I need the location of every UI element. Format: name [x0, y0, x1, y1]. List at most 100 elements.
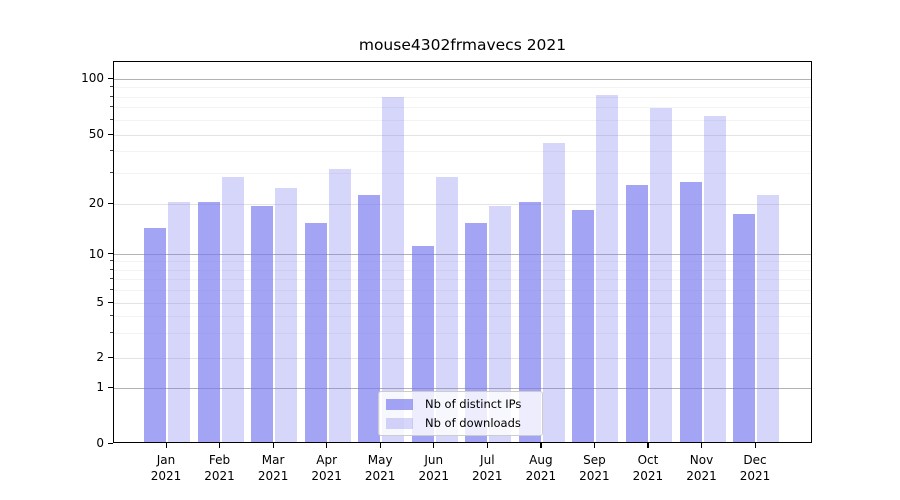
legend-label-downloads: Nb of downloads	[425, 416, 521, 430]
y-tick-mark-minor	[110, 171, 113, 173]
x-tick-label: May 2021	[364, 453, 396, 483]
y-tick-mark-minor	[110, 332, 113, 334]
bar-nb-of-downloads	[703, 115, 726, 442]
gridline-major	[114, 203, 811, 205]
gridline-minor	[114, 278, 811, 280]
x-tick-label: Jul 2021	[472, 453, 503, 483]
gridline-decade	[114, 387, 811, 389]
y-tick-label: 20	[88, 196, 104, 210]
bar-nb-of-distinct-ips	[679, 182, 702, 442]
y-tick-label: 1	[96, 380, 104, 394]
bar-nb-of-downloads	[435, 176, 458, 442]
gridline-minor	[114, 289, 811, 291]
bar-nb-of-downloads	[275, 188, 298, 442]
x-tick-label: Oct 2021	[632, 453, 664, 483]
chart-title: mouse4302frmavecs 2021	[358, 36, 567, 54]
y-tick-mark-minor	[110, 288, 113, 290]
bar-nb-of-downloads	[489, 205, 512, 442]
bar-nb-of-downloads	[328, 169, 351, 442]
gridline-minor	[114, 96, 811, 98]
bar-nb-of-downloads	[596, 95, 619, 442]
x-tick-mark	[486, 443, 488, 448]
y-tick-mark	[108, 202, 113, 204]
legend-row-downloads: Nb of downloads	[386, 415, 534, 431]
legend-label-distinct-ips: Nb of distinct IPs	[425, 397, 522, 411]
gridline-minor	[114, 269, 811, 271]
y-tick-label: 5	[96, 295, 104, 309]
x-tick-label: Nov 2021	[686, 453, 717, 483]
x-tick-mark	[754, 443, 756, 448]
y-tick-mark	[108, 356, 113, 358]
y-tick-mark	[108, 386, 113, 388]
gridline-minor	[114, 315, 811, 317]
x-tick-mark	[647, 443, 649, 448]
gridline-minor	[114, 107, 811, 109]
bar-nb-of-distinct-ips	[358, 194, 381, 442]
x-tick-label: Aug 2021	[525, 453, 557, 483]
gridline-major	[114, 134, 811, 136]
x-tick-label: Apr 2021	[311, 453, 342, 483]
x-tick-mark	[593, 443, 596, 448]
y-tick-mark	[108, 442, 113, 444]
gridline-minor	[114, 119, 811, 121]
x-tick-mark	[701, 443, 703, 448]
bar-nb-of-distinct-ips	[625, 185, 648, 442]
bar-nb-of-downloads	[382, 97, 405, 442]
x-tick-mark	[326, 443, 328, 448]
y-tick-mark	[108, 253, 113, 255]
y-tick-label: 2	[96, 350, 104, 364]
x-tick-mark	[433, 443, 435, 448]
legend: Nb of distinct IPs Nb of downloads	[378, 391, 543, 436]
gridline-minor	[114, 333, 811, 335]
x-tick-label: Jan 2021	[150, 453, 182, 483]
y-tick-mark-minor	[110, 106, 113, 108]
bar-nb-of-distinct-ips	[518, 202, 541, 442]
gridline-decade	[114, 78, 811, 80]
x-tick-mark	[540, 443, 542, 448]
bar-nb-of-downloads	[757, 194, 780, 442]
bar-nb-of-distinct-ips	[572, 209, 595, 442]
bar-nb-of-downloads	[542, 142, 565, 442]
gridline-minor	[114, 172, 811, 174]
x-tick-label: Sep 2021	[579, 453, 610, 483]
gridline-major	[114, 357, 811, 359]
plot-area: Nb of distinct IPs Nb of downloads	[113, 61, 812, 443]
x-tick-label: Feb 2021	[204, 453, 235, 483]
gridline-minor	[114, 261, 811, 263]
x-tick-mark	[165, 443, 167, 448]
bar-nb-of-distinct-ips	[465, 222, 488, 442]
gridline-decade	[114, 254, 811, 255]
bar-nb-of-downloads	[649, 108, 672, 442]
x-tick-mark	[379, 443, 381, 448]
x-tick-label: Mar 2021	[257, 453, 289, 483]
y-tick-label: 100	[81, 71, 104, 85]
bar-nb-of-distinct-ips	[144, 228, 166, 442]
bar-nb-of-distinct-ips	[733, 213, 756, 442]
legend-row-distinct-ips: Nb of distinct IPs	[386, 396, 534, 412]
legend-swatch-distinct-ips	[386, 398, 413, 410]
x-tick-label: Jun 2021	[418, 453, 450, 483]
y-tick-label: 0	[96, 436, 104, 450]
x-tick-mark	[219, 443, 221, 448]
gridline-major	[114, 302, 811, 304]
y-tick-mark-minor	[110, 277, 113, 279]
gridline-minor	[114, 151, 811, 153]
y-tick-label: 10	[88, 246, 104, 261]
x-tick-mark	[272, 443, 274, 448]
bar-nb-of-downloads	[168, 202, 190, 442]
x-tick-label: Dec 2021	[739, 453, 771, 483]
gridline-minor	[114, 87, 811, 88]
y-tick-mark-minor	[110, 150, 113, 152]
legend-swatch-downloads	[386, 417, 413, 429]
y-tick-mark-minor	[110, 314, 113, 316]
y-tick-mark-minor	[110, 118, 113, 120]
y-tick-mark-minor	[110, 95, 113, 97]
y-tick-mark	[108, 77, 113, 79]
y-tick-mark	[108, 301, 113, 303]
y-tick-mark-minor	[110, 260, 113, 262]
y-tick-mark-minor	[110, 268, 113, 270]
bar-nb-of-distinct-ips	[251, 205, 274, 442]
y-tick-mark-minor	[110, 86, 113, 87]
y-tick-label: 50	[88, 127, 104, 141]
